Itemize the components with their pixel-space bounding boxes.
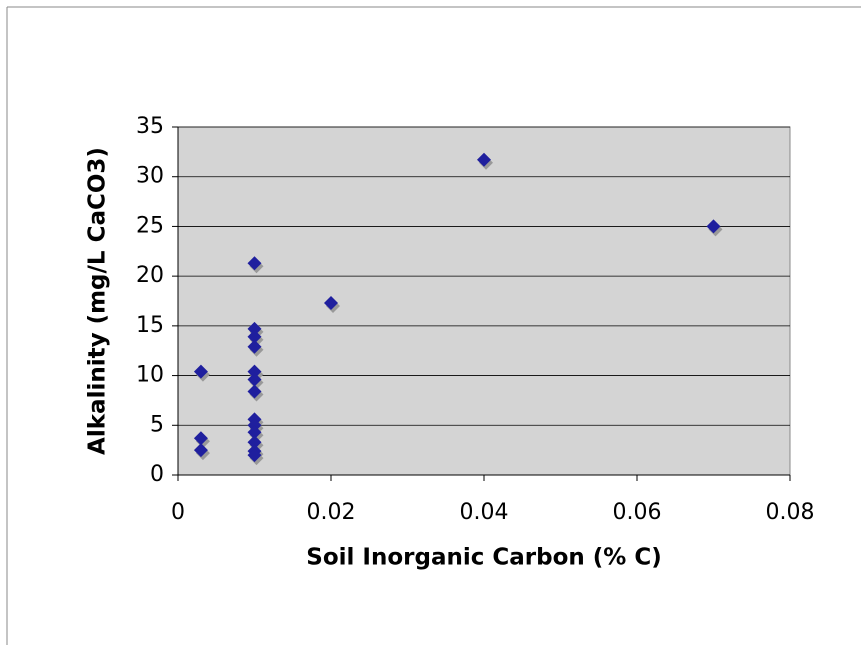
x-tick-label: 0.08 xyxy=(766,500,815,525)
y-tick-label: 20 xyxy=(136,263,164,288)
marker xyxy=(247,256,262,271)
y-tick-label: 0 xyxy=(150,462,164,487)
x-tick-label: 0.04 xyxy=(460,500,509,525)
marker xyxy=(193,431,208,446)
marker xyxy=(193,364,208,379)
y-tick-label: 30 xyxy=(136,164,164,189)
marker xyxy=(247,329,262,344)
y-tick-label: 5 xyxy=(150,412,164,437)
y-axis-title: Alkalinity (mg/L CaCO3) xyxy=(85,147,111,455)
marker xyxy=(247,435,262,450)
marker xyxy=(324,295,338,310)
marker xyxy=(477,152,491,167)
marker xyxy=(247,448,262,463)
x-axis-title: Soil Inorganic Carbon (% C) xyxy=(306,545,661,571)
y-tick-label: 35 xyxy=(136,114,164,139)
marker xyxy=(247,372,262,387)
plot-area xyxy=(177,126,791,476)
y-tick-label: 15 xyxy=(136,313,164,338)
marker xyxy=(706,219,721,234)
y-tick-label: 10 xyxy=(136,363,164,388)
y-tick-label: 25 xyxy=(136,213,164,238)
x-tick-label: 0 xyxy=(171,500,185,525)
marker xyxy=(247,321,262,336)
marker xyxy=(247,425,262,440)
marker xyxy=(247,384,262,399)
marker xyxy=(247,364,262,379)
marker xyxy=(247,339,262,354)
x-tick-label: 0.02 xyxy=(307,500,356,525)
x-tick-label: 0.06 xyxy=(613,500,662,525)
marker xyxy=(193,443,208,458)
